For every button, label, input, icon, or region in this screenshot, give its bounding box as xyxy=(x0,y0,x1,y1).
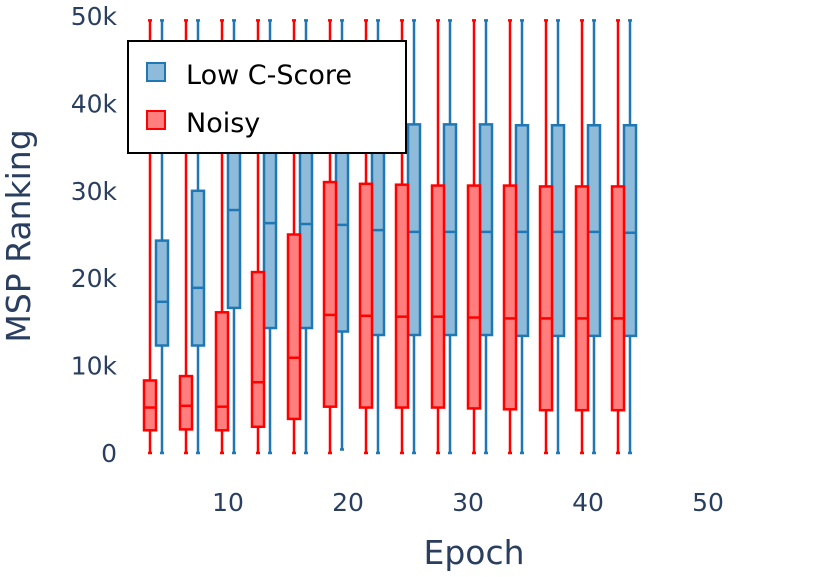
box-low-c-score xyxy=(190,19,206,455)
x-tick-label: 50 xyxy=(692,488,724,517)
iqr-box xyxy=(190,189,206,347)
box-noisy xyxy=(610,19,626,455)
legend-label-low-c-score: Low C-Score xyxy=(186,60,352,91)
y-tick-label: 0 xyxy=(101,439,117,468)
iqr-box xyxy=(622,124,638,338)
legend-swatch-noisy xyxy=(146,110,166,130)
iqr-box xyxy=(142,379,158,432)
y-tick-label: 30k xyxy=(71,177,118,206)
box-low-c-score xyxy=(622,19,638,455)
iqr-box xyxy=(610,185,626,412)
iqr-box xyxy=(574,185,590,412)
y-tick-label: 40k xyxy=(71,89,118,118)
legend-label-noisy: Noisy xyxy=(186,108,260,139)
box-low-c-score xyxy=(514,19,530,455)
iqr-box xyxy=(154,239,170,347)
iqr-box xyxy=(586,124,602,338)
iqr-box xyxy=(550,124,566,338)
iqr-box xyxy=(226,134,242,310)
iqr-box xyxy=(430,184,446,409)
box-noisy xyxy=(286,19,302,455)
box-noisy xyxy=(502,19,518,455)
box-low-c-score xyxy=(406,19,422,455)
x-axis-title: Epoch xyxy=(423,533,524,572)
box-low-c-score xyxy=(478,19,494,455)
iqr-box xyxy=(478,123,494,337)
iqr-box xyxy=(502,184,518,411)
iqr-box xyxy=(250,270,266,429)
x-axis-ticks: 10 20 30 40 50 xyxy=(212,488,724,517)
y-tick-label: 50k xyxy=(71,2,118,31)
iqr-box xyxy=(358,182,374,409)
y-axis-ticks: 0 10k 20k 30k 40k 50k xyxy=(71,2,118,468)
box-noisy xyxy=(430,19,446,455)
box-noisy xyxy=(538,19,554,455)
iqr-box xyxy=(538,185,554,412)
box-noisy xyxy=(466,19,482,455)
iqr-box xyxy=(466,184,482,410)
x-tick-label: 30 xyxy=(452,488,484,517)
x-tick-label: 40 xyxy=(572,488,604,517)
iqr-box xyxy=(442,123,458,337)
y-axis-title: MSP Ranking xyxy=(0,129,38,342)
iqr-box xyxy=(406,123,422,337)
iqr-box xyxy=(322,180,338,408)
legend: Low C-Score Noisy xyxy=(127,40,407,154)
iqr-box xyxy=(178,374,194,431)
box-low-c-score xyxy=(442,19,458,455)
y-tick-label: 20k xyxy=(71,264,118,293)
box-low-c-score xyxy=(334,19,350,451)
iqr-box xyxy=(394,183,410,409)
series-low-c-score xyxy=(154,19,638,455)
box-noisy xyxy=(574,19,590,455)
iqr-box xyxy=(514,124,530,338)
legend-swatch-low-c-score xyxy=(146,62,166,82)
box-low-c-score xyxy=(586,19,602,455)
x-tick-label: 10 xyxy=(212,488,244,517)
box-low-c-score xyxy=(550,19,566,455)
x-tick-label: 20 xyxy=(332,488,364,517)
iqr-box xyxy=(286,233,302,421)
iqr-box xyxy=(262,123,278,330)
legend-box xyxy=(127,40,407,154)
iqr-box xyxy=(214,311,230,432)
y-tick-label: 10k xyxy=(71,352,118,381)
